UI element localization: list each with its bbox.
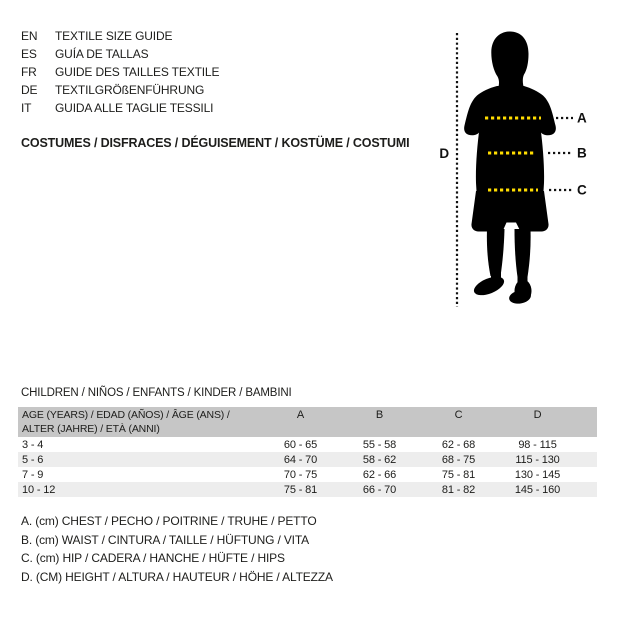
table-row: 3 - 4 60 - 65 55 - 58 62 - 68 98 - 115: [18, 437, 597, 452]
age-cell: 7 - 9: [22, 468, 44, 481]
waist-cell: 62 - 66: [362, 468, 397, 481]
language-code: FR: [21, 65, 37, 79]
measure-label-d: D: [439, 146, 449, 161]
age-cell: 5 - 6: [22, 453, 44, 466]
silhouette-torso: [464, 86, 556, 195]
column-header-b: B: [340, 407, 419, 437]
child-silhouette-figure: D A B C: [439, 31, 587, 307]
height-cell: 98 - 115: [518, 438, 557, 451]
hip-cell: 68 - 75: [441, 453, 476, 466]
waist-cell: 66 - 70: [362, 483, 397, 496]
child-silhouette: [464, 31, 556, 304]
table-row: 10 - 12 75 - 81 66 - 70 81 - 82 145 - 16…: [18, 482, 597, 497]
language-list: EN TEXTILE SIZE GUIDE ES GUÍA DE TALLAS …: [21, 27, 219, 117]
legend-line-waist: B. (cm) WAIST / CINTURA / TAILLE / HÜFTU…: [21, 532, 310, 547]
hip-cell: 62 - 68: [441, 438, 476, 451]
category-title: COSTUMES / DISFRACES / DÉGUISEMENT / KOS…: [21, 136, 410, 150]
column-header-c: C: [419, 407, 498, 437]
measure-label-b: B: [577, 146, 587, 161]
chest-cell: 75 - 81: [283, 483, 318, 496]
silhouette-left-leg: [486, 229, 505, 276]
column-header-a: A: [261, 407, 340, 437]
hip-cell: 75 - 81: [441, 468, 476, 481]
chest-cell: 64 - 70: [283, 453, 318, 466]
left-shoe: [473, 276, 505, 296]
age-cell: 10 - 12: [22, 483, 56, 496]
language-label: GUIDA ALLE TAGLIE TESSILI: [55, 101, 214, 115]
waist-cell: 58 - 62: [362, 453, 397, 466]
language-code: EN: [21, 29, 38, 43]
table-header-row: AGE (YEARS) / EDAD (AÑOS) / ÂGE (ANS) / …: [18, 407, 597, 437]
size-table: AGE (YEARS) / EDAD (AÑOS) / ÂGE (ANS) / …: [18, 407, 597, 497]
language-code: DE: [21, 83, 38, 97]
age-header-line2: ALTER (JAHRE) / ETÀ (ANNI): [22, 422, 160, 435]
language-row-de: DE TEXTILGRÖßENFÜHRUNG: [21, 81, 219, 99]
language-label: GUÍA DE TALLAS: [55, 47, 149, 61]
table-title: CHILDREN / NIÑOS / ENFANTS / KINDER / BA…: [21, 387, 292, 399]
hip-cell: 81 - 82: [441, 483, 476, 496]
language-row-fr: FR GUIDE DES TAILLES TEXTILE: [21, 63, 219, 81]
language-label: TEXTILE SIZE GUIDE: [55, 29, 173, 43]
language-code: IT: [21, 101, 32, 115]
language-label: GUIDE DES TAILLES TEXTILE: [55, 65, 220, 79]
measure-label-c: C: [577, 183, 587, 198]
column-header-d: D: [498, 407, 597, 437]
language-label: TEXTILGRÖßENFÜHRUNG: [55, 83, 205, 97]
language-row-en: EN TEXTILE SIZE GUIDE: [21, 27, 219, 45]
height-cell: 115 - 130: [515, 453, 560, 466]
silhouette-shorts: [471, 191, 549, 232]
legend-line-hip: C. (cm) HIP / CADERA / HANCHE / HÜFTE / …: [21, 551, 285, 566]
table-row: 7 - 9 70 - 75 62 - 66 75 - 81 130 - 145: [18, 467, 597, 482]
silhouette-right-leg: [514, 229, 531, 277]
height-cell: 130 - 145: [514, 468, 561, 481]
age-column-header: AGE (YEARS) / EDAD (AÑOS) / ÂGE (ANS) / …: [18, 407, 261, 437]
chest-cell: 60 - 65: [283, 438, 318, 451]
language-row-it: IT GUIDA ALLE TAGLIE TESSILI: [21, 99, 219, 117]
language-code: ES: [21, 47, 37, 61]
language-row-es: ES GUÍA DE TALLAS: [21, 45, 219, 63]
legend-line-chest: A. (cm) CHEST / PECHO / POITRINE / TRUHE…: [21, 514, 317, 528]
right-shoe-toe: [509, 290, 531, 304]
legend-line-height: D. (CM) HEIGHT / ALTURA / HAUTEUR / HÖHE…: [21, 569, 333, 584]
table-row: 5 - 6 64 - 70 58 - 62 68 - 75 115 - 130: [18, 452, 597, 467]
measure-label-a: A: [577, 111, 587, 126]
waist-cell: 55 - 58: [362, 438, 397, 451]
measure-legend: A. (cm) CHEST / PECHO / POITRINE / TRUHE…: [21, 512, 333, 586]
height-cell: 145 - 160: [514, 483, 561, 496]
age-cell: 3 - 4: [22, 438, 44, 451]
silhouette-head: [491, 31, 529, 88]
age-header-line1: AGE (YEARS) / EDAD (AÑOS) / ÂGE (ANS) /: [22, 409, 230, 421]
chest-cell: 70 - 75: [283, 468, 318, 481]
